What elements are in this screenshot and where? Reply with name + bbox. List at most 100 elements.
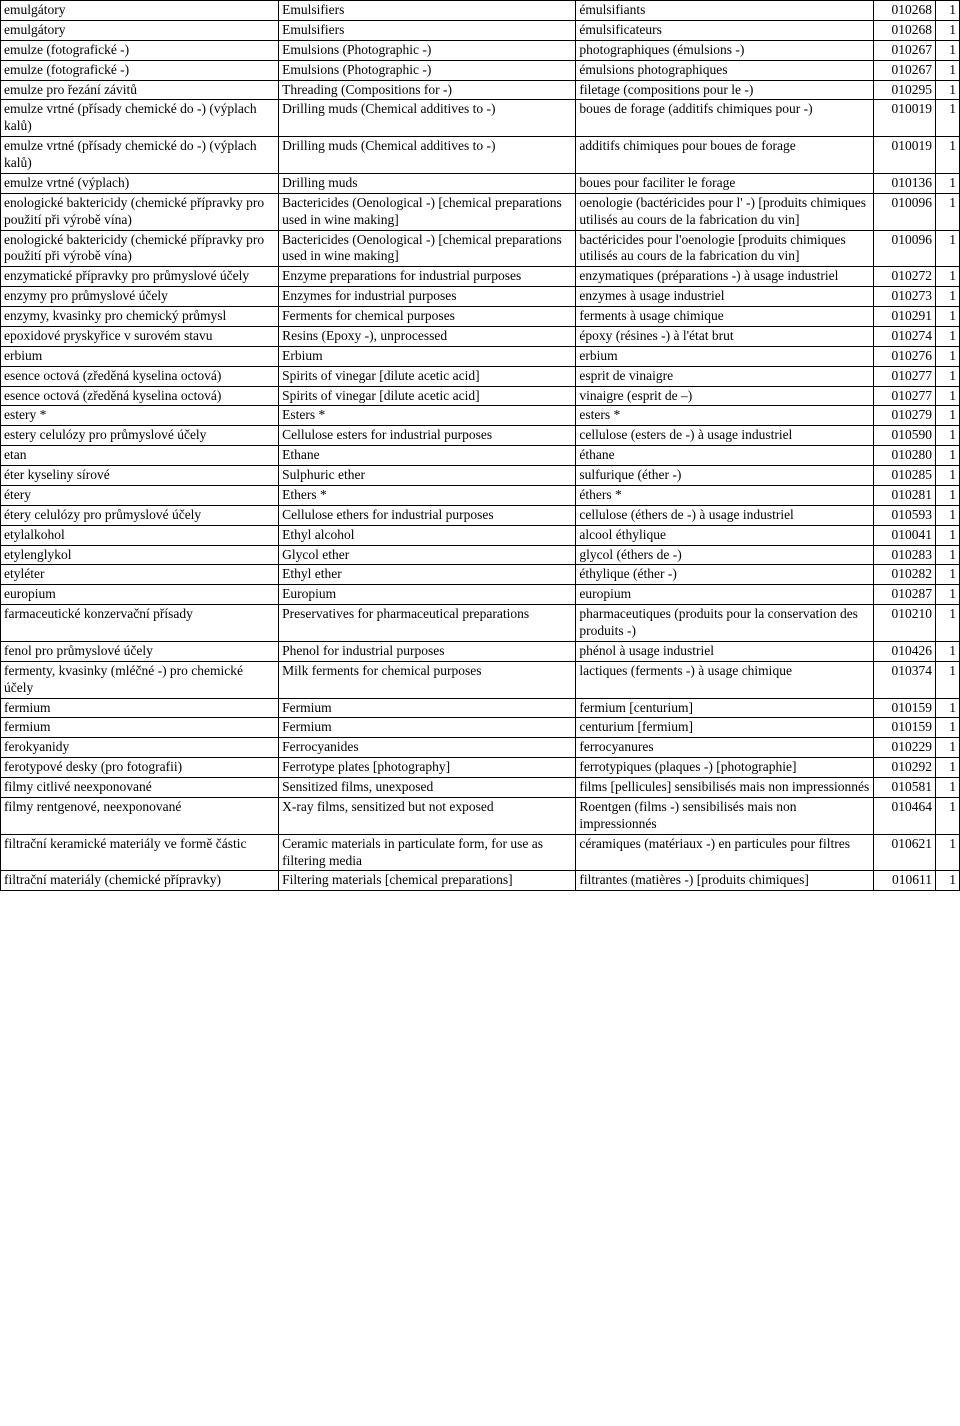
cell-en: Phenol for industrial purposes xyxy=(279,641,576,661)
cell-en: Preservatives for pharmaceutical prepara… xyxy=(279,605,576,642)
cell-en: Sensitized films, unexposed xyxy=(279,778,576,798)
cell-en: Cellulose esters for industrial purposes xyxy=(279,426,576,446)
cell-cz: fermium xyxy=(1,698,279,718)
cell-cls: 1 xyxy=(936,60,960,80)
cell-cz: étery xyxy=(1,485,279,505)
cell-cls: 1 xyxy=(936,446,960,466)
cell-cls: 1 xyxy=(936,386,960,406)
cell-fr: Roentgen (films -) sensibilisés mais non… xyxy=(576,797,873,834)
cell-en: Sulphuric ether xyxy=(279,466,576,486)
cell-fr: éthane xyxy=(576,446,873,466)
cell-en: Drilling muds (Chemical additives to -) xyxy=(279,100,576,137)
cell-cls: 1 xyxy=(936,173,960,193)
cell-en: Cellulose ethers for industrial purposes xyxy=(279,505,576,525)
cell-cz: fermenty, kvasinky (mléčné -) pro chemic… xyxy=(1,661,279,698)
cell-cls: 1 xyxy=(936,525,960,545)
cell-en: Ceramic materials in particulate form, f… xyxy=(279,834,576,871)
table-row: enzymy, kvasinky pro chemický průmyslFer… xyxy=(1,307,960,327)
table-row: emulze vrtné (přísady chemické do -) (vý… xyxy=(1,137,960,174)
cell-cls: 1 xyxy=(936,718,960,738)
cell-fr: ferrocyanures xyxy=(576,738,873,758)
table-row: éter kyseliny sírovéSulphuric ethersulfu… xyxy=(1,466,960,486)
table-row: etanEthaneéthane0102801 xyxy=(1,446,960,466)
cell-code: 010590 xyxy=(873,426,935,446)
table-row: ferokyanidyFerrocyanidesferrocyanures010… xyxy=(1,738,960,758)
cell-cz: filmy citlivé neexponované xyxy=(1,778,279,798)
table-row: emulgátoryEmulsifiersémulsificateurs0102… xyxy=(1,20,960,40)
cell-code: 010277 xyxy=(873,386,935,406)
cell-en: Drilling muds (Chemical additives to -) xyxy=(279,137,576,174)
cell-fr: émulsificateurs xyxy=(576,20,873,40)
cell-code: 010279 xyxy=(873,406,935,426)
cell-en: Ferrocyanides xyxy=(279,738,576,758)
cell-cls: 1 xyxy=(936,137,960,174)
table-row: enologické baktericidy (chemické příprav… xyxy=(1,230,960,267)
cell-cls: 1 xyxy=(936,366,960,386)
cell-cls: 1 xyxy=(936,698,960,718)
cell-fr: additifs chimiques pour boues de forage xyxy=(576,137,873,174)
cell-fr: enzymatiques (préparations -) à usage in… xyxy=(576,267,873,287)
cell-en: Fermium xyxy=(279,718,576,738)
cell-fr: esters * xyxy=(576,406,873,426)
table-row: enologické baktericidy (chemické příprav… xyxy=(1,193,960,230)
cell-code: 010272 xyxy=(873,267,935,287)
cell-en: Emulsions (Photographic -) xyxy=(279,40,576,60)
cell-fr: ferments à usage chimique xyxy=(576,307,873,327)
cell-cz: enzymy pro průmyslové účely xyxy=(1,287,279,307)
cell-en: Glycol ether xyxy=(279,545,576,565)
cell-code: 010041 xyxy=(873,525,935,545)
terms-table: emulgátoryEmulsifiersémulsifiants0102681… xyxy=(0,0,960,891)
cell-cz: fenol pro průmyslové účely xyxy=(1,641,279,661)
cell-fr: boues pour faciliter le forage xyxy=(576,173,873,193)
cell-code: 010426 xyxy=(873,641,935,661)
cell-cz: emulze vrtné (přísady chemické do -) (vý… xyxy=(1,100,279,137)
cell-cls: 1 xyxy=(936,287,960,307)
cell-fr: éthers * xyxy=(576,485,873,505)
table-row: emulgátoryEmulsifiersémulsifiants0102681 xyxy=(1,1,960,21)
cell-code: 010295 xyxy=(873,80,935,100)
cell-fr: époxy (résines -) à l'état brut xyxy=(576,326,873,346)
table-row: filtrační materiály (chemické přípravky)… xyxy=(1,871,960,891)
cell-cls: 1 xyxy=(936,80,960,100)
cell-code: 010621 xyxy=(873,834,935,871)
table-row: fermenty, kvasinky (mléčné -) pro chemic… xyxy=(1,661,960,698)
cell-fr: esprit de vinaigre xyxy=(576,366,873,386)
cell-en: X-ray films, sensitized but not exposed xyxy=(279,797,576,834)
cell-cz: farmaceutické konzervační přísady xyxy=(1,605,279,642)
cell-code: 010280 xyxy=(873,446,935,466)
cell-fr: enzymes à usage industriel xyxy=(576,287,873,307)
table-row: estery celulózy pro průmyslové účelyCell… xyxy=(1,426,960,446)
table-row: etylalkoholEthyl alcoholalcool éthylique… xyxy=(1,525,960,545)
table-row: esence octová (zředěná kyselina octová)S… xyxy=(1,366,960,386)
cell-code: 010096 xyxy=(873,193,935,230)
cell-cls: 1 xyxy=(936,641,960,661)
table-row: filmy rentgenové, neexponovanéX-ray film… xyxy=(1,797,960,834)
cell-code: 010292 xyxy=(873,758,935,778)
table-row: farmaceutické konzervační přísadyPreserv… xyxy=(1,605,960,642)
cell-code: 010268 xyxy=(873,1,935,21)
cell-code: 010019 xyxy=(873,100,935,137)
cell-fr: cellulose (éthers de -) à usage industri… xyxy=(576,505,873,525)
cell-cls: 1 xyxy=(936,230,960,267)
cell-fr: phénol à usage industriel xyxy=(576,641,873,661)
table-row: epoxidové pryskyřice v surovém stavuResi… xyxy=(1,326,960,346)
cell-en: Ferrotype plates [photography] xyxy=(279,758,576,778)
cell-fr: glycol (éthers de -) xyxy=(576,545,873,565)
cell-code: 010267 xyxy=(873,40,935,60)
cell-cls: 1 xyxy=(936,778,960,798)
cell-cz: estery celulózy pro průmyslové účely xyxy=(1,426,279,446)
table-row: emulze vrtné (výplach)Drilling mudsboues… xyxy=(1,173,960,193)
cell-code: 010464 xyxy=(873,797,935,834)
cell-cz: ferokyanidy xyxy=(1,738,279,758)
table-row: enzymatické přípravky pro průmyslové úče… xyxy=(1,267,960,287)
cell-en: Drilling muds xyxy=(279,173,576,193)
cell-en: Esters * xyxy=(279,406,576,426)
cell-cz: emulze vrtné (výplach) xyxy=(1,173,279,193)
cell-fr: bactéricides pour l'oenologie [produits … xyxy=(576,230,873,267)
cell-cz: emulgátory xyxy=(1,20,279,40)
cell-cls: 1 xyxy=(936,307,960,327)
cell-cz: emulze vrtné (přísady chemické do -) (vý… xyxy=(1,137,279,174)
cell-code: 010374 xyxy=(873,661,935,698)
table-row: estery *Esters *esters *0102791 xyxy=(1,406,960,426)
cell-en: Emulsifiers xyxy=(279,1,576,21)
